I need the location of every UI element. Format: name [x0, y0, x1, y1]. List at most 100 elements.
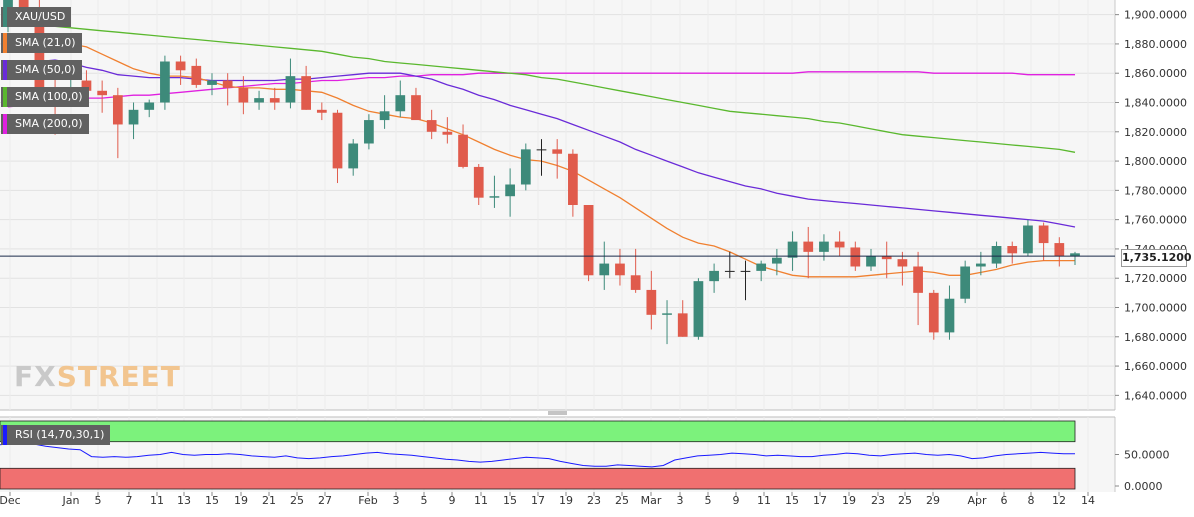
legend-sma21-label: SMA (21,0): [15, 36, 76, 49]
candle[interactable]: [301, 65, 311, 110]
candle[interactable]: [238, 76, 249, 115]
candle-body: [301, 76, 311, 110]
candle-body: [395, 95, 406, 112]
candle-body: [646, 289, 657, 315]
candle[interactable]: [1023, 219, 1033, 257]
candle[interactable]: [881, 241, 892, 279]
candle[interactable]: [536, 139, 547, 176]
legend-sma100[interactable]: SMA (100,0): [1, 87, 89, 107]
candle[interactable]: [740, 260, 751, 301]
candle[interactable]: [175, 55, 186, 85]
candle[interactable]: [442, 117, 453, 144]
candle[interactable]: [112, 87, 123, 159]
rsi-overbought-band: [0, 420, 1076, 443]
candle[interactable]: [552, 139, 563, 179]
candle-body: [473, 166, 484, 198]
candle[interactable]: [285, 58, 296, 109]
candle[interactable]: [568, 149, 578, 217]
watermark-fx: FX: [14, 360, 57, 393]
divider-handle[interactable]: [548, 411, 567, 415]
candle[interactable]: [1070, 251, 1080, 266]
x-tick-label: Mar: [641, 494, 662, 507]
candle-body: [128, 109, 139, 125]
candle[interactable]: [489, 175, 500, 208]
candle[interactable]: [756, 260, 767, 282]
candle-body: [332, 112, 343, 169]
candle[interactable]: [913, 251, 923, 326]
candle[interactable]: [473, 164, 484, 205]
x-tick-label: 13: [177, 494, 191, 507]
x-tick-label: 19: [234, 494, 248, 507]
candle[interactable]: [144, 99, 155, 118]
candle[interactable]: [991, 241, 1002, 268]
legend-sma21[interactable]: SMA (21,0): [1, 33, 82, 53]
candle[interactable]: [693, 278, 704, 340]
candle-body: [489, 196, 500, 198]
candle[interactable]: [97, 80, 108, 113]
candle[interactable]: [897, 251, 908, 286]
candle[interactable]: [662, 300, 672, 345]
candle[interactable]: [1007, 241, 1018, 264]
candle[interactable]: [426, 109, 437, 140]
y-tick-label: 1,860.0000: [1124, 67, 1187, 80]
candle-body: [740, 270, 751, 272]
candle[interactable]: [803, 226, 814, 279]
candle-body: [520, 149, 531, 185]
candle[interactable]: [646, 270, 657, 330]
candle[interactable]: [379, 95, 390, 129]
legend-rsi[interactable]: RSI (14,70,30,1): [1, 425, 111, 445]
y-tick-label: 1,660.0000: [1124, 360, 1187, 373]
candle[interactable]: [520, 143, 531, 191]
candle-body: [1007, 246, 1018, 254]
candle[interactable]: [395, 80, 406, 118]
candle[interactable]: [615, 248, 625, 286]
candle[interactable]: [944, 285, 955, 340]
candle[interactable]: [1038, 222, 1049, 261]
candle-body: [81, 80, 92, 91]
candle[interactable]: [834, 231, 845, 257]
candle-body: [819, 241, 829, 252]
candle[interactable]: [128, 102, 139, 140]
candle[interactable]: [160, 55, 170, 110]
candle[interactable]: [787, 231, 798, 271]
x-tick-label: 19: [842, 494, 856, 507]
candle-body: [944, 298, 955, 333]
x-tick-label: 5: [95, 494, 102, 507]
candle[interactable]: [866, 248, 876, 271]
candle[interactable]: [364, 114, 374, 150]
candle-body: [662, 313, 672, 315]
candle-body: [1023, 225, 1033, 254]
candle-body: [364, 120, 374, 144]
candle[interactable]: [254, 90, 264, 110]
candle[interactable]: [411, 87, 421, 121]
candle[interactable]: [505, 168, 515, 217]
legend-sma50[interactable]: SMA (50,0): [1, 60, 82, 80]
y-tick-label: 1,640.0000: [1124, 389, 1187, 402]
candle-body: [991, 246, 1002, 264]
candle[interactable]: [677, 300, 688, 337]
candle[interactable]: [316, 102, 327, 121]
legend-sma200[interactable]: SMA (200,0): [1, 114, 89, 134]
x-tick-label: Jan: [62, 494, 80, 507]
candle-body: [693, 281, 704, 337]
candle[interactable]: [960, 260, 971, 304]
candle[interactable]: [599, 241, 610, 290]
candle[interactable]: [332, 109, 343, 184]
legend-xauusd[interactable]: XAU/USD: [1, 7, 72, 27]
candle[interactable]: [928, 289, 939, 340]
candle[interactable]: [348, 139, 359, 176]
candle[interactable]: [222, 73, 233, 106]
candle[interactable]: [191, 58, 202, 88]
candle[interactable]: [772, 248, 782, 276]
candle[interactable]: [207, 73, 217, 96]
candle[interactable]: [458, 124, 468, 169]
candle[interactable]: [1054, 237, 1065, 267]
candle[interactable]: [269, 87, 280, 110]
candle[interactable]: [583, 205, 594, 282]
candle-body: [850, 247, 861, 267]
candle[interactable]: [709, 263, 719, 293]
x-tick-label: 11: [474, 494, 488, 507]
candle-body: [191, 65, 202, 85]
candle-body: [834, 241, 845, 248]
